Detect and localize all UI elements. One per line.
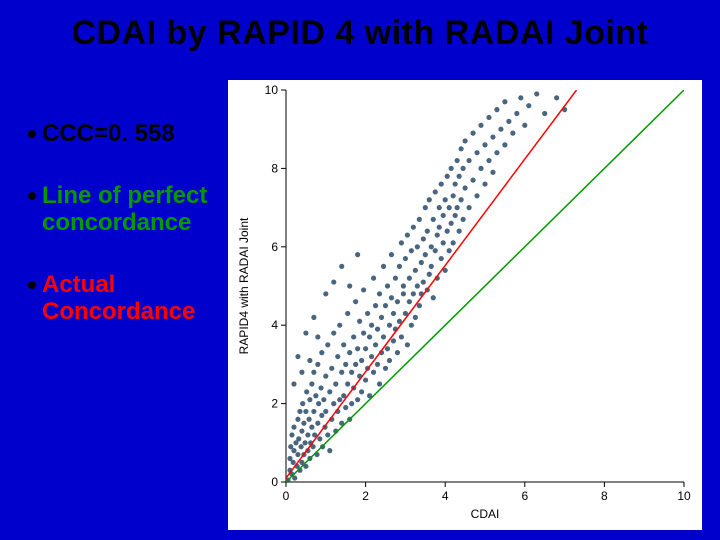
- svg-text:10: 10: [677, 489, 691, 503]
- scatter-chart: 0 2 4 6 8 10 0 2 4 6 8 10 CDAI RAPID4 with RADAI Join…: [228, 80, 702, 530]
- svg-text:6: 6: [271, 240, 278, 254]
- bullet-text: CCC=0. 558: [42, 120, 175, 148]
- svg-text:2: 2: [362, 489, 369, 503]
- svg-text:RAPID4 with RADAI Joint: RAPID4 with RADAI Joint: [237, 217, 251, 354]
- bullet-text: Actual Concordance: [42, 271, 208, 326]
- bullet-actual-concordance: Actual Concordance: [28, 271, 208, 326]
- svg-text:10: 10: [265, 83, 279, 97]
- svg-text:0: 0: [271, 475, 278, 489]
- slide-title: CDAI by RAPID 4 with RADAI Joint: [0, 14, 720, 53]
- svg-text:8: 8: [271, 161, 278, 175]
- bullet-list: CCC=0. 558 Line of perfect concordance A…: [28, 120, 208, 360]
- svg-text:4: 4: [442, 489, 449, 503]
- bullet-dot-icon: [28, 130, 36, 138]
- bullet-ccc: CCC=0. 558: [28, 120, 208, 148]
- svg-text:4: 4: [271, 318, 278, 332]
- svg-text:6: 6: [521, 489, 528, 503]
- svg-text:0: 0: [283, 489, 290, 503]
- bullet-text: Line of perfect concordance: [42, 182, 208, 237]
- svg-text:CDAI: CDAI: [471, 507, 500, 521]
- bullet-dot-icon: [28, 192, 36, 200]
- svg-text:2: 2: [271, 397, 278, 411]
- svg-text:8: 8: [601, 489, 608, 503]
- bullet-dot-icon: [28, 281, 36, 289]
- bullet-perfect-concordance: Line of perfect concordance: [28, 182, 208, 237]
